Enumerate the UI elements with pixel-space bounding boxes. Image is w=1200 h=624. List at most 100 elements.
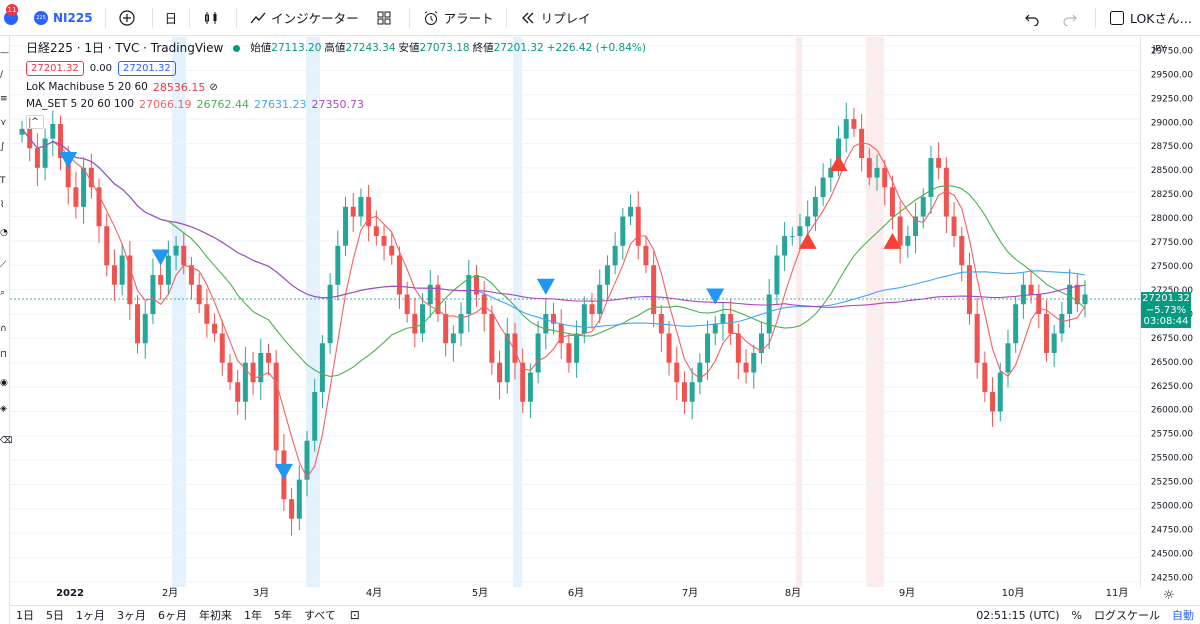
divider xyxy=(505,7,507,28)
candle xyxy=(674,346,680,401)
time-tick: 2月 xyxy=(162,587,178,599)
legend-title[interactable]: 日経225 · 1日 · TVC · TradingView xyxy=(26,41,224,55)
grid-icon xyxy=(375,9,393,27)
notification-badge: 11 xyxy=(6,3,18,16)
bottom-right: 02:51:15 (UTC) % ログスケール 自動 xyxy=(970,607,1200,623)
range-button[interactable]: 5年 xyxy=(274,609,292,622)
candle xyxy=(58,115,64,171)
range-button[interactable]: 1ヶ月 xyxy=(76,609,105,622)
legend-main-row: 日経225 · 1日 · TVC · TradingView 始値 27113.… xyxy=(26,40,649,57)
range-button[interactable]: 6ヶ月 xyxy=(158,609,187,622)
price-chart[interactable] xyxy=(10,37,1140,587)
avatar[interactable]: 11 xyxy=(4,3,18,25)
price-tick: 28500.00 xyxy=(1151,166,1194,176)
clock-label[interactable]: 02:51:15 (UTC) xyxy=(976,608,1060,622)
fib-icon[interactable]: ≡ xyxy=(0,94,8,104)
candle xyxy=(435,275,441,322)
layout-name-button[interactable]: LOKさん… xyxy=(1100,0,1200,36)
percent-button[interactable]: % xyxy=(1071,608,1082,622)
candle xyxy=(111,249,117,301)
close-label: 終値 xyxy=(472,42,494,54)
indicator-1-name: LoK Machibuse 5 20 60 xyxy=(26,81,148,93)
checkbox-icon xyxy=(1108,9,1126,27)
candle xyxy=(473,264,479,307)
candle xyxy=(928,145,934,215)
collapse-legend-button[interactable]: ^ xyxy=(26,115,44,129)
indicator-2-row[interactable]: MA_SET 5 20 60 100 27066.19 26762.44 276… xyxy=(26,96,649,113)
divider xyxy=(1094,7,1096,28)
brush-icon[interactable]: ∫ xyxy=(0,142,5,152)
auto-scale-button[interactable]: 自動 xyxy=(1172,609,1194,622)
candle xyxy=(250,352,256,395)
time-axis[interactable]: 2022 2月 3月 4月 5月 6月 7月 8月 9月 10月 11月 xyxy=(10,577,1140,605)
settings-gear-icon[interactable]: ☼ xyxy=(1163,588,1175,603)
price-tick: 25750.00 xyxy=(1151,430,1194,440)
range-button[interactable]: すべて xyxy=(304,609,336,622)
alert-button[interactable]: アラート xyxy=(414,0,502,36)
candle xyxy=(204,288,210,338)
candle xyxy=(966,252,972,325)
range-button[interactable]: 1日 xyxy=(16,609,34,622)
candle xyxy=(766,279,772,350)
candle xyxy=(982,351,988,403)
pattern-icon[interactable]: ⌇ xyxy=(0,200,5,210)
price-tick: 28000.00 xyxy=(1151,214,1194,224)
indicator-1-row[interactable]: LoK Machibuse 5 20 60 28536.15 ⊘ xyxy=(26,79,649,96)
candle xyxy=(597,269,603,324)
price-tick: 26000.00 xyxy=(1151,406,1194,416)
range-button[interactable]: 年初来 xyxy=(199,609,232,622)
undo-button[interactable] xyxy=(1015,0,1053,36)
candle xyxy=(96,178,102,243)
crosshair-icon[interactable]: — xyxy=(0,48,9,58)
log-scale-button[interactable]: ログスケール xyxy=(1094,609,1160,622)
candle xyxy=(135,294,141,354)
symbol-search[interactable]: 225 NI225 xyxy=(26,0,101,36)
candle xyxy=(805,200,811,236)
layers-icon[interactable]: ◈ xyxy=(0,404,7,414)
chart-legend: 日経225 · 1日 · TVC · TradingView 始値 27113.… xyxy=(26,40,649,129)
eye-icon[interactable]: ◉ xyxy=(0,378,8,388)
zoom-icon[interactable]: ⌕ xyxy=(0,288,6,298)
candle xyxy=(335,230,341,301)
range-button[interactable]: 5日 xyxy=(46,609,64,622)
candle xyxy=(235,369,241,415)
trendline-icon[interactable]: / xyxy=(0,70,4,80)
ruler-icon[interactable]: ⟋ xyxy=(0,260,7,270)
price-tick: 27500.00 xyxy=(1151,262,1194,272)
trash-icon[interactable]: ⌫ xyxy=(0,436,13,446)
layouts-button[interactable] xyxy=(367,0,405,36)
time-tick: 10月 xyxy=(1002,587,1025,599)
prediction-icon[interactable]: ◔ xyxy=(0,228,8,238)
currency-label[interactable]: JPY xyxy=(1152,44,1167,54)
price-tick: 25000.00 xyxy=(1151,502,1194,512)
range-button[interactable]: 1年 xyxy=(244,609,262,622)
goto-date-icon[interactable]: ⊡ xyxy=(349,608,360,622)
candle xyxy=(527,363,533,419)
range-button[interactable]: 3ヶ月 xyxy=(117,609,146,622)
lock-icon[interactable]: ⊓ xyxy=(0,350,8,360)
interval-button[interactable]: 日 xyxy=(157,0,186,36)
candle xyxy=(743,349,749,384)
time-tick: 7月 xyxy=(682,587,698,599)
magnet-icon[interactable]: ∩ xyxy=(0,324,7,334)
redo-button[interactable] xyxy=(1053,0,1091,36)
text-icon[interactable]: T xyxy=(0,176,6,186)
candle xyxy=(389,231,395,265)
indicator-1-value: 28536.15 xyxy=(152,81,206,94)
grid xyxy=(10,45,1140,583)
replay-button[interactable]: リプレイ xyxy=(511,0,599,36)
candle xyxy=(450,325,456,362)
chart-type-button[interactable] xyxy=(194,0,232,36)
pitchfork-icon[interactable]: ⋎ xyxy=(0,118,7,128)
candle xyxy=(289,487,295,536)
compare-button[interactable] xyxy=(110,0,148,36)
user-avatar[interactable]: 11 xyxy=(0,0,26,36)
indicators-button[interactable]: インジケーター xyxy=(241,0,367,36)
change-value: +226.42 (+0.84%) xyxy=(546,42,646,54)
sell-price-button[interactable]: 27201.32 xyxy=(26,60,84,76)
settings-icon[interactable]: ⊘ xyxy=(209,82,218,93)
candle xyxy=(1028,269,1034,304)
buy-price-button[interactable]: 27201.32 xyxy=(117,60,176,76)
candle xyxy=(628,194,634,226)
candle xyxy=(558,309,564,359)
